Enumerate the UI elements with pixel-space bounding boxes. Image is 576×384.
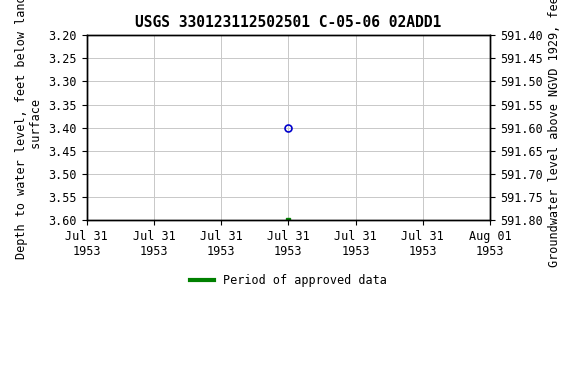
Y-axis label: Groundwater level above NGVD 1929, feet: Groundwater level above NGVD 1929, feet bbox=[548, 0, 561, 266]
Y-axis label: Depth to water level, feet below land
 surface: Depth to water level, feet below land su… bbox=[15, 0, 43, 260]
Title: USGS 330123112502501 C-05-06 02ADD1: USGS 330123112502501 C-05-06 02ADD1 bbox=[135, 15, 441, 30]
Legend: Period of approved data: Period of approved data bbox=[185, 269, 392, 292]
